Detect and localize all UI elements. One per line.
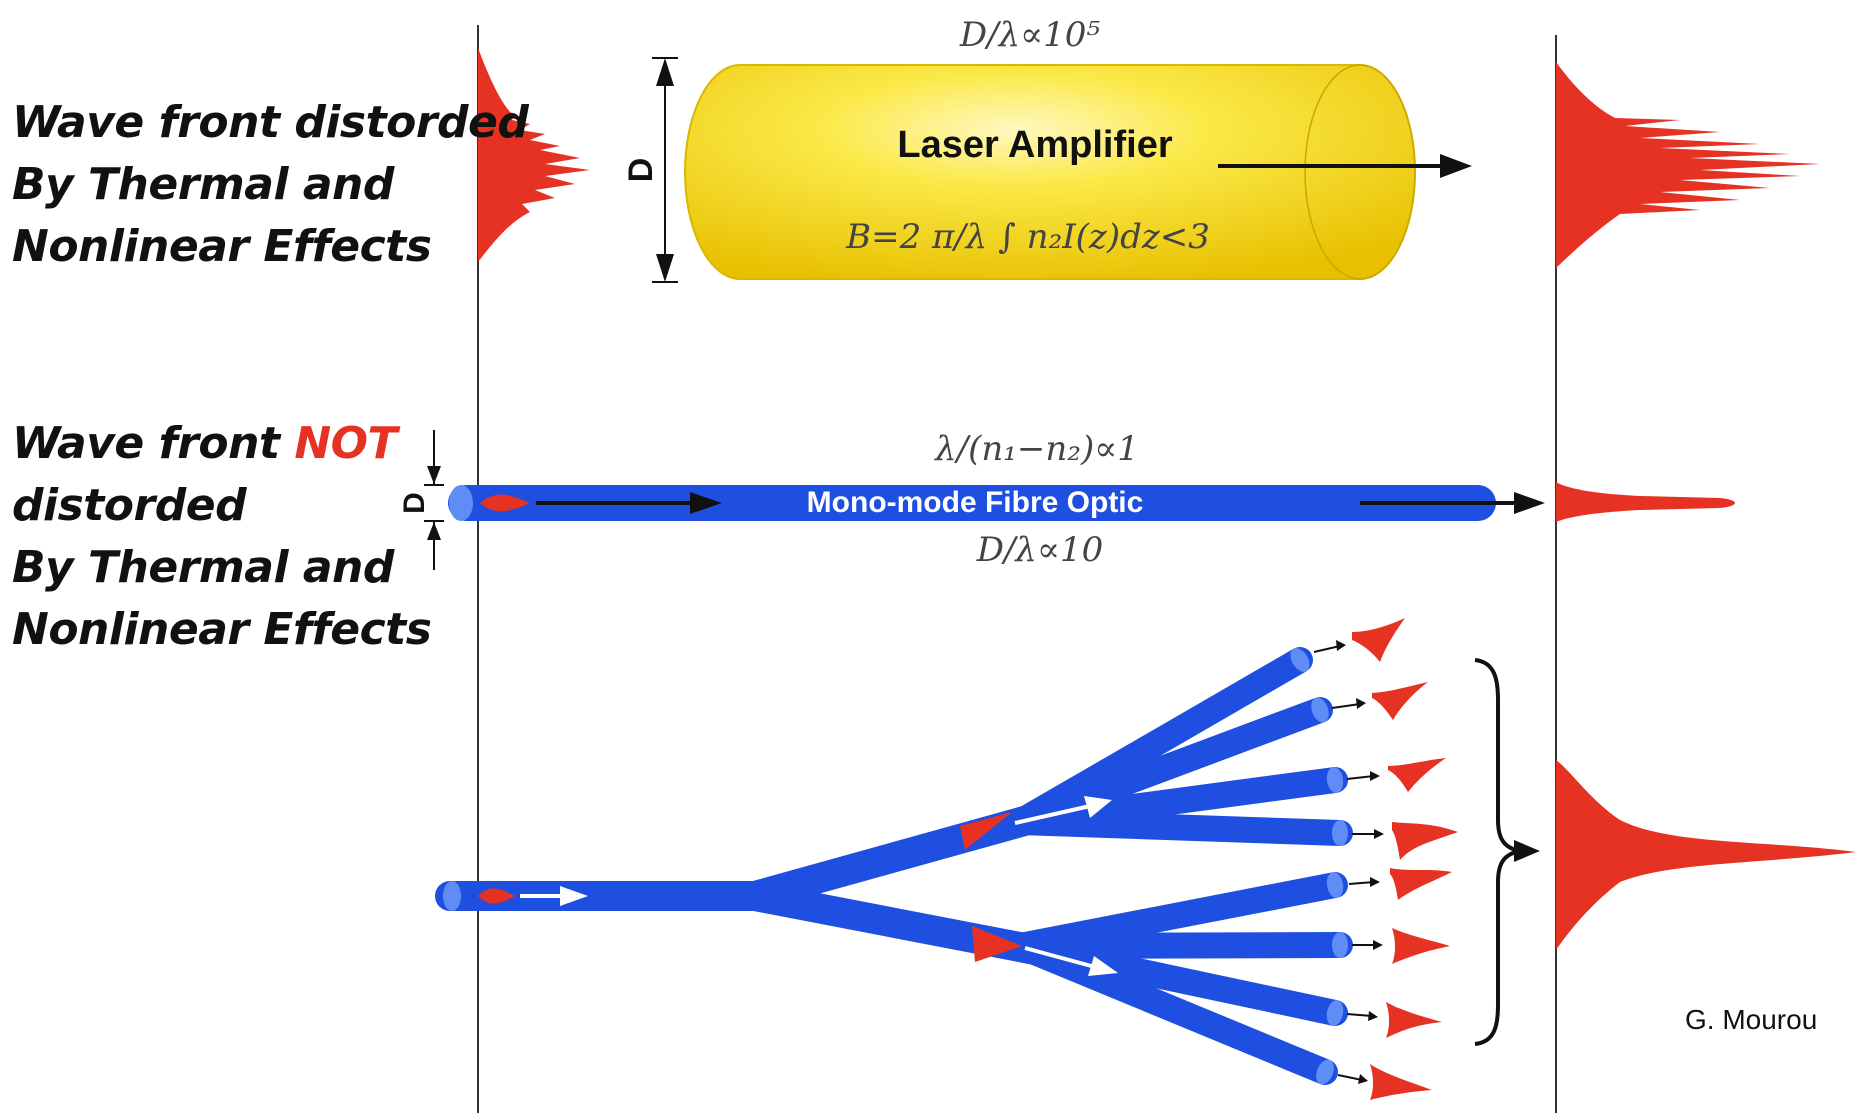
tree-internal-pulses xyxy=(478,812,1022,962)
tree-white-arrows xyxy=(520,796,1118,976)
fibre-dimension: D xyxy=(398,430,444,570)
amplifier-label: Laser Amplifier xyxy=(897,124,1172,166)
fibre-array xyxy=(435,647,1353,1085)
credit: G. Mourou xyxy=(1685,1004,1818,1035)
amplifier-dimension: D xyxy=(622,57,678,283)
fibre-top-formula: λ/(n₁−n₂)∝1 xyxy=(933,429,1139,469)
not-distorded-label-line3: By Thermal and xyxy=(12,542,394,593)
amplifier-top-formula: D/λ∝10⁵ xyxy=(959,15,1101,55)
not-distorded-label-line1: Wave front NOT xyxy=(12,413,431,475)
amplifier-b-integral: B=2 π/λ ∫ n₂I(z)dz<3 xyxy=(845,217,1210,257)
not-distorded-label-line2: distorded xyxy=(12,480,247,531)
fibre-output-pulse xyxy=(1556,482,1735,522)
not-highlight: NOT xyxy=(294,418,398,469)
mono-mode-fibre: Mono-mode Fibre Optic λ/(n₁−n₂)∝1 D/λ∝10 xyxy=(448,429,1545,570)
distorded-label: Wave front distorded By Thermal and Nonl… xyxy=(12,92,529,278)
fibre-bottom-formula: D/λ∝10 xyxy=(976,530,1104,570)
distorded-label-line2: By Thermal and xyxy=(12,159,394,210)
combined-output-pulse xyxy=(1556,760,1856,950)
not-distorded-label: Wave front NOT distorded By Thermal and … xyxy=(12,413,432,661)
laser-amplifier: Laser Amplifier D/λ∝10⁵ B=2 π/λ ∫ n₂I(z)… xyxy=(684,15,1472,280)
not-distorded-prefix: Wave front xyxy=(12,418,295,469)
distorted-input-pulse xyxy=(478,48,590,262)
distorted-output-pulse xyxy=(1556,62,1820,268)
tip-arrows xyxy=(1313,640,1384,1084)
distorded-label-line1: Wave front distorded xyxy=(12,97,529,148)
combining-brace xyxy=(1474,658,1521,1046)
distorded-label-line3: Nonlinear Effects xyxy=(12,221,432,272)
amplifier-dimension-label: D xyxy=(622,158,660,183)
fibre-dimension-label: D xyxy=(398,492,431,514)
small-output-pulses xyxy=(1352,618,1458,1100)
fibre-array-end-caps xyxy=(443,648,1348,1085)
not-distorded-label-line4: Nonlinear Effects xyxy=(12,604,432,655)
fibre-label: Mono-mode Fibre Optic xyxy=(807,486,1144,519)
